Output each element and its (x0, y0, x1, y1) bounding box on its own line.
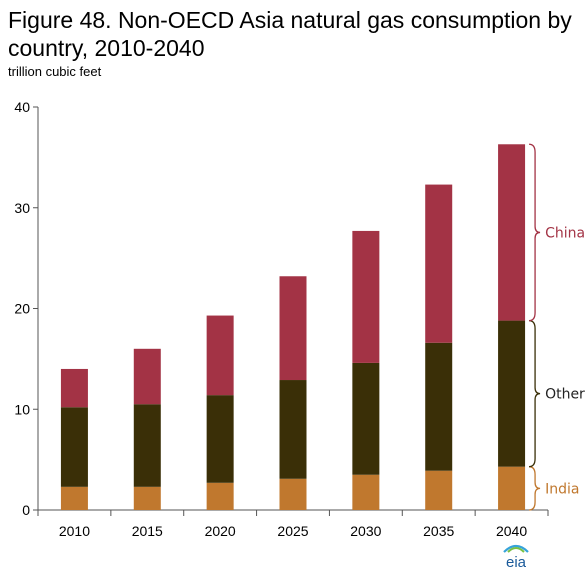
bar-other-2040 (498, 320, 526, 467)
y-tick-label: 40 (14, 99, 30, 115)
bar-other-2010 (60, 407, 88, 487)
bar-india-2015 (133, 486, 161, 510)
eia-logo: eia (503, 544, 529, 571)
bar-stack-2020 (206, 315, 234, 510)
y-tick-label: 0 (22, 502, 30, 518)
brace-india (529, 466, 541, 511)
bar-china-2010 (60, 368, 88, 408)
x-tick-label: 2030 (350, 523, 381, 539)
y-tick-label: 30 (14, 200, 30, 216)
bar-stack-2030 (352, 230, 380, 510)
bar-other-2030 (352, 362, 380, 475)
series-label-india: India (545, 481, 579, 497)
bar-stack-2010 (60, 368, 88, 510)
x-tick-label: 2020 (205, 523, 236, 539)
bar-other-2015 (133, 404, 161, 487)
series-label-china: China (545, 225, 585, 241)
bar-stack-2025 (279, 276, 307, 510)
x-tick-label: 2040 (496, 523, 527, 539)
bar-china-2030 (352, 230, 380, 363)
bar-stack-2035 (425, 184, 453, 510)
bar-stack-2040 (498, 144, 526, 510)
bar-india-2025 (279, 478, 307, 510)
bar-other-2020 (206, 395, 234, 483)
bar-india-2035 (425, 470, 453, 510)
bar-china-2020 (206, 315, 234, 396)
y-axis-label: trillion cubic feet (8, 64, 102, 79)
bar-other-2025 (279, 380, 307, 479)
y-tick-label: 20 (14, 301, 30, 317)
x-tick-label: 2010 (59, 523, 90, 539)
y-axis: 0 10 20 30 40 (14, 99, 39, 518)
y-tick-label: 10 (14, 401, 30, 417)
bar-stack-2015 (133, 348, 161, 510)
x-axis: 2010 2015 2020 2025 2030 2035 2040 (37, 509, 549, 539)
x-tick-label: 2035 (423, 523, 454, 539)
chart-title: Figure 48. Non-OECD Asia natural gas con… (8, 7, 572, 61)
x-tick-label: 2025 (277, 523, 308, 539)
bar-china-2040 (498, 144, 526, 321)
series-label-other: Other (545, 387, 585, 403)
bar-india-2030 (352, 474, 380, 510)
bars (60, 144, 526, 510)
bar-other-2035 (425, 342, 453, 471)
bar-india-2040 (498, 466, 526, 510)
brace-china (529, 143, 541, 322)
series-braces: India Other China (529, 143, 585, 511)
bar-china-2035 (425, 184, 453, 343)
bar-china-2015 (133, 348, 161, 405)
bar-india-2020 (206, 482, 234, 510)
bar-china-2025 (279, 276, 307, 381)
logo-text: eia (506, 554, 527, 571)
brace-other (529, 319, 541, 468)
bar-india-2010 (60, 486, 88, 510)
x-tick-label: 2015 (132, 523, 163, 539)
